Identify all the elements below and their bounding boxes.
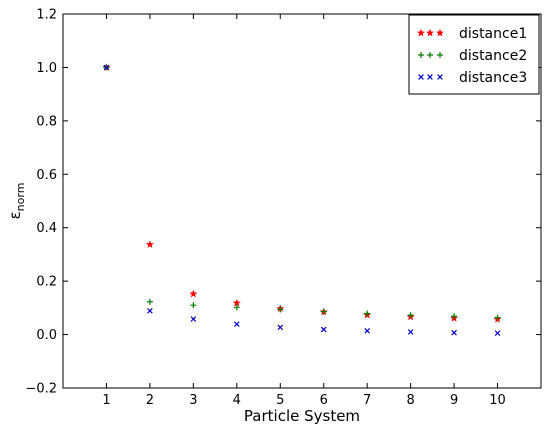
x-axis-ticks: 1 2 3 4 5 6 7 8 9 10: [102, 14, 506, 408]
legend-marker: [416, 28, 426, 37]
legend-label: distance3: [459, 70, 527, 86]
series-distance1: [102, 63, 502, 323]
x-tick-label: 5: [276, 393, 284, 408]
data-point: [494, 314, 501, 321]
legend-marker: [437, 52, 443, 58]
data-point: [146, 298, 153, 305]
data-point: [190, 302, 197, 309]
legend-marker: [427, 74, 433, 80]
data-point: [320, 308, 327, 315]
x-tick-label: 4: [233, 393, 241, 408]
legend-label: distance2: [459, 48, 527, 64]
legend-entry-distance3: distance3: [418, 70, 527, 86]
data-point: [407, 312, 414, 319]
y-tick-label: 1.2: [36, 8, 57, 23]
data-point: [494, 330, 501, 337]
y-tick-label: 1.0: [36, 61, 57, 76]
data-point: [407, 329, 414, 335]
data-point: [364, 328, 371, 334]
data-point: [147, 307, 153, 314]
x-tick-label: 1: [102, 393, 110, 408]
x-tick-label: 7: [363, 393, 371, 408]
y-axis-label-base: ε: [6, 211, 24, 219]
y-tick-label: −0.2: [25, 382, 57, 397]
y-tick-label: 0.8: [36, 114, 57, 129]
y-axis-label-subscript: norm: [14, 183, 27, 212]
legend-entry-distance1: distance1: [416, 26, 527, 42]
legend: distance1 distance2 distance3: [408, 14, 540, 95]
legend-marker: [418, 74, 424, 80]
data-point: [190, 316, 197, 322]
data-point: [145, 240, 155, 249]
data-point: [320, 326, 327, 333]
data-point: [451, 313, 458, 320]
series-distance3: [103, 64, 501, 337]
y-tick-label: 0.4: [36, 221, 57, 236]
legend-marker: [435, 28, 445, 37]
data-point: [233, 321, 240, 327]
chart-marks: [102, 63, 502, 337]
series-distance2: [103, 64, 501, 321]
y-tick-label: 0.2: [36, 275, 57, 290]
x-tick-label: 6: [320, 393, 328, 408]
data-point: [277, 324, 284, 331]
y-tick-label: 0.6: [36, 168, 57, 183]
data-point: [189, 289, 198, 298]
legend-marker: [427, 52, 433, 58]
x-axis-label: Particle System: [244, 407, 360, 425]
data-point: [451, 329, 457, 336]
y-axis-label: εnorm: [6, 183, 27, 220]
x-tick-label: 3: [189, 393, 197, 408]
data-point: [277, 306, 284, 313]
legend-entry-distance2: distance2: [418, 48, 527, 64]
legend-marker: [425, 28, 435, 37]
legend-marker: [437, 74, 443, 80]
x-tick-label: 2: [146, 393, 154, 408]
plot-frame: [62, 13, 542, 389]
data-point: [103, 64, 110, 71]
x-tick-label: 10: [489, 393, 506, 408]
data-point: [233, 304, 240, 311]
y-tick-label: 0.0: [36, 328, 57, 343]
legend-marker: [418, 52, 424, 58]
x-tick-label: 9: [450, 393, 458, 408]
x-tick-label: 8: [406, 393, 414, 408]
legend-label: distance1: [459, 26, 527, 42]
data-point: [364, 310, 371, 317]
